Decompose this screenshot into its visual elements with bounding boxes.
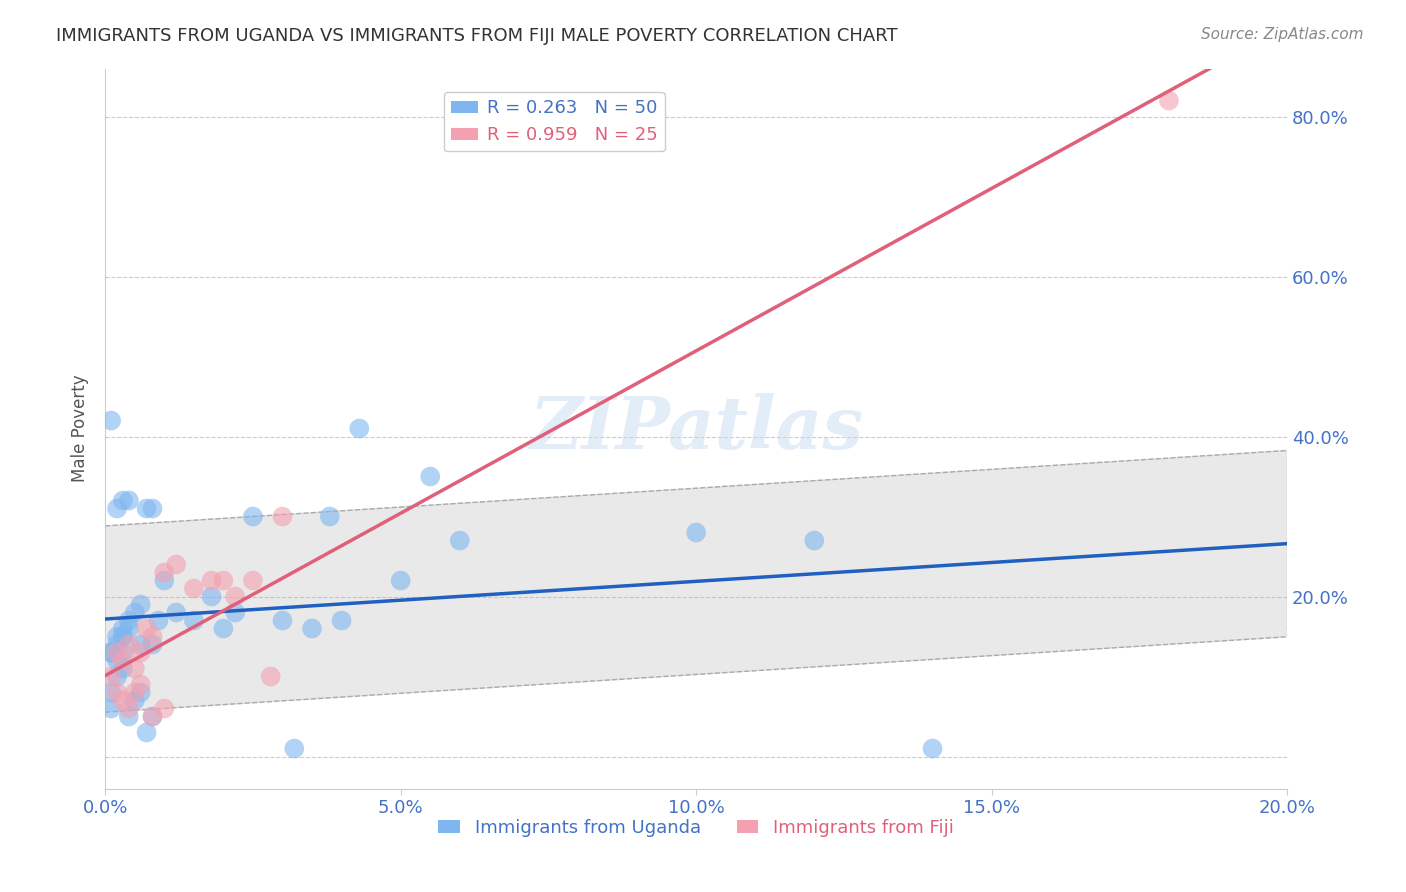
Immigrants from Uganda xyxy=(135,725,157,739)
Immigrants from Fiji xyxy=(129,677,152,691)
Immigrants from Fiji xyxy=(165,558,187,572)
Immigrants from Uganda xyxy=(224,606,246,620)
Immigrants from Uganda xyxy=(111,493,134,508)
Immigrants from Uganda xyxy=(301,622,323,636)
Immigrants from Uganda xyxy=(118,493,141,508)
Immigrants from Uganda xyxy=(118,614,141,628)
Immigrants from Uganda xyxy=(148,614,170,628)
Immigrants from Fiji xyxy=(141,630,163,644)
Text: ZIPatlas: ZIPatlas xyxy=(529,393,863,464)
Text: IMMIGRANTS FROM UGANDA VS IMMIGRANTS FROM FIJI MALE POVERTY CORRELATION CHART: IMMIGRANTS FROM UGANDA VS IMMIGRANTS FRO… xyxy=(56,27,898,45)
Immigrants from Uganda xyxy=(330,614,353,628)
Immigrants from Uganda xyxy=(100,685,122,699)
Immigrants from Uganda xyxy=(135,501,157,516)
Y-axis label: Male Poverty: Male Poverty xyxy=(72,375,89,483)
Immigrants from Uganda xyxy=(100,646,122,660)
Immigrants from Uganda xyxy=(105,638,128,652)
Immigrants from Uganda xyxy=(124,606,146,620)
Immigrants from Uganda xyxy=(111,630,134,644)
Immigrants from Uganda xyxy=(212,622,235,636)
Immigrants from Uganda xyxy=(124,693,146,707)
Immigrants from Uganda xyxy=(242,509,264,524)
Immigrants from Fiji xyxy=(224,590,246,604)
Immigrants from Uganda xyxy=(100,413,122,427)
Immigrants from Uganda xyxy=(141,709,163,723)
Immigrants from Fiji xyxy=(100,669,122,683)
Immigrants from Uganda xyxy=(129,598,152,612)
Legend: Immigrants from Uganda, Immigrants from Fiji: Immigrants from Uganda, Immigrants from … xyxy=(432,812,962,845)
Immigrants from Fiji xyxy=(141,709,163,723)
Immigrants from Uganda xyxy=(183,614,205,628)
Immigrants from Uganda xyxy=(100,701,122,715)
Immigrants from Uganda xyxy=(118,622,141,636)
Immigrants from Uganda xyxy=(165,606,187,620)
Immigrants from Uganda xyxy=(105,669,128,683)
Immigrants from Uganda xyxy=(921,741,943,756)
Immigrants from Uganda xyxy=(105,630,128,644)
Immigrants from Fiji xyxy=(105,685,128,699)
Immigrants from Uganda xyxy=(319,509,342,524)
Immigrants from Fiji xyxy=(124,661,146,675)
Immigrants from Uganda xyxy=(141,501,163,516)
Immigrants from Fiji xyxy=(153,566,176,580)
Immigrants from Uganda xyxy=(105,654,128,668)
Immigrants from Fiji xyxy=(118,638,141,652)
Immigrants from Uganda xyxy=(803,533,825,548)
Immigrants from Uganda xyxy=(283,741,305,756)
Immigrants from Fiji xyxy=(212,574,235,588)
Immigrants from Uganda xyxy=(389,574,412,588)
Immigrants from Uganda xyxy=(449,533,471,548)
Immigrants from Uganda xyxy=(111,646,134,660)
Immigrants from Fiji xyxy=(183,582,205,596)
Immigrants from Uganda xyxy=(111,661,134,675)
Immigrants from Fiji xyxy=(1157,94,1180,108)
Immigrants from Uganda xyxy=(141,638,163,652)
Immigrants from Fiji xyxy=(153,701,176,715)
Immigrants from Uganda xyxy=(105,501,128,516)
Immigrants from Fiji xyxy=(135,622,157,636)
Immigrants from Fiji xyxy=(105,646,128,660)
Immigrants from Uganda xyxy=(349,421,371,435)
Immigrants from Fiji xyxy=(118,701,141,715)
Immigrants from Fiji xyxy=(200,574,222,588)
Immigrants from Uganda xyxy=(111,630,134,644)
Immigrants from Fiji xyxy=(111,654,134,668)
Text: Source: ZipAtlas.com: Source: ZipAtlas.com xyxy=(1201,27,1364,42)
Immigrants from Uganda xyxy=(153,574,176,588)
Immigrants from Uganda xyxy=(129,638,152,652)
Immigrants from Fiji xyxy=(129,646,152,660)
Immigrants from Fiji xyxy=(242,574,264,588)
Immigrants from Uganda xyxy=(685,525,707,540)
Immigrants from Uganda xyxy=(419,469,441,483)
Immigrants from Uganda xyxy=(200,590,222,604)
Immigrants from Uganda xyxy=(129,685,152,699)
Immigrants from Uganda xyxy=(271,614,294,628)
Immigrants from Uganda xyxy=(100,646,122,660)
Immigrants from Fiji xyxy=(260,669,283,683)
Immigrants from Fiji xyxy=(124,685,146,699)
Immigrants from Uganda xyxy=(118,709,141,723)
Immigrants from Fiji xyxy=(111,693,134,707)
Immigrants from Fiji xyxy=(271,509,294,524)
Immigrants from Uganda xyxy=(111,622,134,636)
